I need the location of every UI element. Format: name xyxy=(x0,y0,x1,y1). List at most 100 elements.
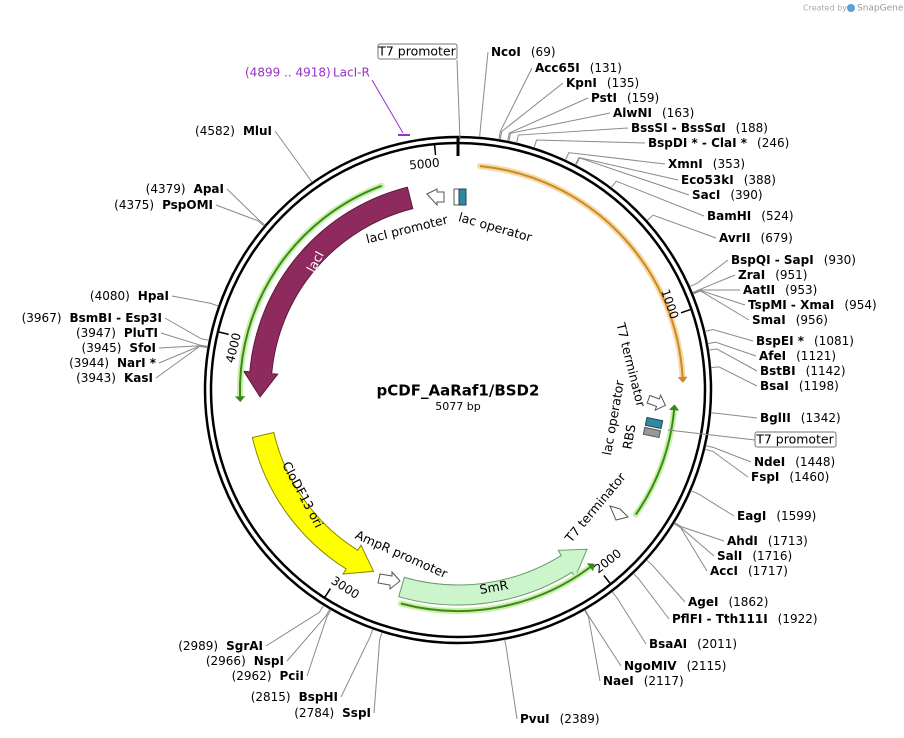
site-name: BstBI xyxy=(760,364,796,378)
site-label: BspEI * (1081) xyxy=(756,334,854,348)
features xyxy=(234,163,688,615)
terminator-glyph xyxy=(646,393,667,412)
site-leader xyxy=(533,139,646,148)
site-position: (3947) xyxy=(76,326,116,340)
site-label: NcoI (69) xyxy=(491,45,556,59)
site-leader xyxy=(690,490,735,517)
site-leader xyxy=(274,130,313,183)
feature-label: AmpR promoter xyxy=(353,527,451,581)
site-label: XmnI (353) xyxy=(668,157,745,171)
site-label: BamHI (524) xyxy=(707,209,794,223)
site-name: BsmBI - Esp3I xyxy=(70,311,162,325)
site-leader xyxy=(611,591,647,645)
site-name: NarI * xyxy=(117,356,157,370)
site-name: HpaI xyxy=(138,289,169,303)
site-position: (4080) xyxy=(90,289,130,303)
site-leader xyxy=(710,412,758,419)
site-leader xyxy=(710,366,758,387)
site-leader xyxy=(340,629,374,698)
feature-line xyxy=(400,566,591,613)
site-name: PciI xyxy=(280,669,305,683)
site-name: AccI xyxy=(710,564,738,578)
site-name: SgrAI xyxy=(226,639,263,653)
tick-label: 3000 xyxy=(329,573,362,601)
site-position: (1448) xyxy=(795,455,835,469)
site-label: PstI (159) xyxy=(591,91,659,105)
site-label: PvuI (2389) xyxy=(520,712,600,726)
site-leader xyxy=(574,157,679,181)
site-name: NdeI xyxy=(754,455,785,469)
site-label: BstBI (1142) xyxy=(760,364,846,378)
site-position: (131) xyxy=(590,61,622,75)
feature-label: T7 promoter xyxy=(755,432,834,447)
site-label: FspI (1460) xyxy=(751,470,829,484)
site-label: AhdI (1713) xyxy=(727,534,808,548)
site-leader xyxy=(584,609,601,682)
primer-leader xyxy=(371,79,404,134)
site-leader xyxy=(575,157,690,196)
site-label: (2962) PciI xyxy=(232,669,304,683)
site-position: (1198) xyxy=(799,379,839,393)
label-box xyxy=(377,43,458,60)
site-position: (4375) xyxy=(114,198,154,212)
site-name: PstI xyxy=(591,91,617,105)
site-name: MluI xyxy=(243,124,272,138)
site-label: BglII (1342) xyxy=(760,411,841,425)
credit-brand: SnapGene xyxy=(857,4,904,14)
site-name: AhdI xyxy=(727,534,758,548)
site-label: NaeI (2117) xyxy=(603,674,684,688)
site-position: (353) xyxy=(713,157,745,171)
site-name: SalI xyxy=(717,549,742,563)
site-name: ApaI xyxy=(194,182,224,196)
site-position: (69) xyxy=(531,45,556,59)
site-leader xyxy=(704,448,749,478)
site-label: EagI (1599) xyxy=(737,509,816,523)
site-position: (954) xyxy=(844,298,876,312)
terminator-glyph xyxy=(609,505,629,521)
site-position: (2815) xyxy=(251,690,291,704)
site-name: SacI xyxy=(692,188,720,202)
site-name: SmaI xyxy=(752,313,786,327)
site-leader xyxy=(692,290,750,321)
site-name: KpnI xyxy=(566,76,597,90)
site-position: (2784) xyxy=(294,706,334,720)
site-label: (4375) PspOMI xyxy=(114,198,213,212)
site-name: BspHI xyxy=(299,690,338,704)
site-name: Acc65I xyxy=(535,61,580,75)
site-position: (1713) xyxy=(768,534,808,548)
site-name: BsaAI xyxy=(649,637,687,651)
site-label: (2966) NspI xyxy=(206,654,284,668)
site-label: AvrII (679) xyxy=(719,231,793,245)
site-name: BspEI * xyxy=(756,334,805,348)
feature-line xyxy=(239,184,383,397)
site-name: AvrII xyxy=(719,231,751,245)
site-position: (135) xyxy=(607,76,639,90)
site-position: (1717) xyxy=(748,564,788,578)
site-name: BamHI xyxy=(707,209,751,223)
tick-label: 4000 xyxy=(223,331,244,364)
site-leader xyxy=(674,522,725,542)
site-leader xyxy=(611,180,705,217)
tick-label: 1000 xyxy=(658,287,681,320)
site-position: (2962) xyxy=(232,669,272,683)
feature-label: SmR xyxy=(478,577,509,597)
site-label: NdeI (1448) xyxy=(754,455,835,469)
feature-arrow xyxy=(242,186,414,398)
site-position: (4379) xyxy=(146,182,186,196)
restriction-sites: NcoI (69) Acc65I (131)KpnI (135)PstI (159)Alw… xyxy=(22,45,877,726)
site-leader xyxy=(479,51,489,137)
site-position: (1922) xyxy=(778,612,818,626)
tick xyxy=(323,588,332,599)
plasmid-name: pCDF_AaRaf1/BSD2 xyxy=(377,382,540,400)
site-position: (1121) xyxy=(796,349,836,363)
site-label: SmaI (956) xyxy=(752,313,828,327)
site-name: NcoI xyxy=(491,45,521,59)
rbs-glyph xyxy=(642,426,662,439)
site-name: AatII xyxy=(743,283,775,297)
site-leader xyxy=(286,609,331,662)
site-label: BspQI - SapI (930) xyxy=(731,253,856,267)
site-position: (1599) xyxy=(776,509,816,523)
feature-head xyxy=(677,376,688,383)
site-label: PflFI - Tth111I (1922) xyxy=(672,612,818,626)
